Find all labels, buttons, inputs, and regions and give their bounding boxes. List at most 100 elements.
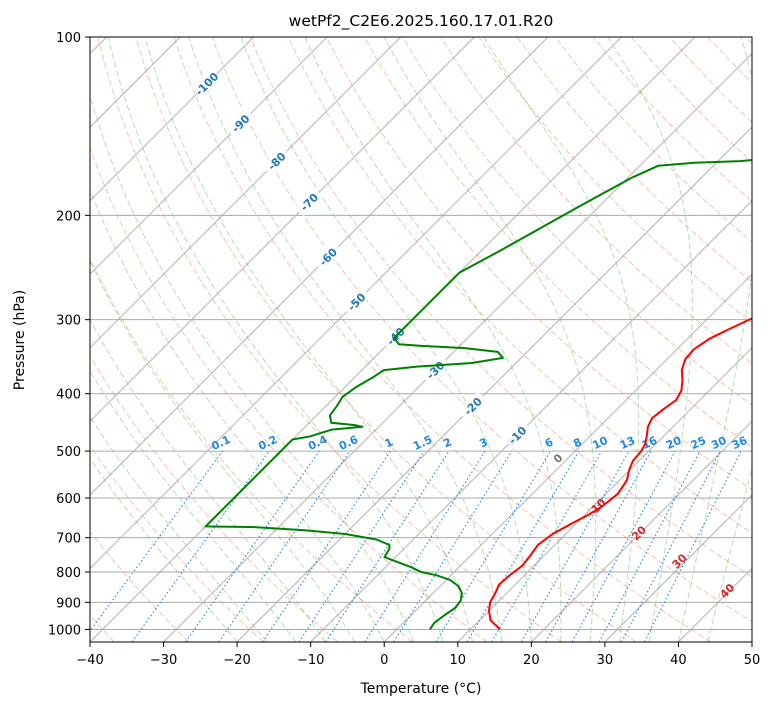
x-tick-label: 20	[523, 653, 540, 668]
mixing-ratio-label: 1.5	[411, 433, 434, 453]
isotherm	[90, 37, 328, 275]
mixing-ratio-line	[545, 450, 652, 642]
x-tick-label: −20	[223, 653, 250, 668]
isotherm	[90, 37, 255, 202]
y-tick-label: 600	[56, 492, 81, 507]
isotherm-label-bg	[225, 108, 255, 138]
moist-adiabat	[483, 37, 640, 642]
mixing-ratio-line	[571, 450, 676, 642]
y-tick-label: 100	[56, 31, 81, 46]
mixing-ratio-label: 13	[618, 434, 637, 452]
dry-adiabat	[325, 37, 752, 491]
isotherm	[90, 37, 475, 423]
isotherm-label-bg	[313, 242, 343, 272]
dry-adiabat	[211, 37, 752, 623]
dry-adiabat	[516, 37, 752, 283]
isotherm	[678, 567, 752, 642]
isotherm	[163, 52, 752, 642]
mixing-ratio-line	[131, 450, 270, 642]
isotherm	[90, 37, 402, 349]
mixing-ratio-label: 30	[709, 434, 729, 452]
mixing-ratio-line	[262, 450, 391, 642]
mixing-ratio-label: 6	[543, 435, 556, 450]
dewpoint-line	[204, 159, 752, 630]
mixing-ratio-label: 25	[689, 434, 708, 452]
x-tick-label: −40	[76, 653, 103, 668]
mixing-ratio-label: 36	[730, 434, 750, 452]
mixing-ratio-label: 3	[477, 435, 489, 450]
x-tick-label: 40	[670, 653, 687, 668]
isotherm	[90, 37, 549, 496]
mixing-ratio-line	[491, 450, 603, 642]
dry-adiabat	[669, 37, 752, 124]
mixing-ratio-line	[325, 450, 450, 642]
moist-adiabat	[383, 37, 597, 642]
plot-frame	[89, 36, 753, 643]
dry-adiabat	[287, 37, 752, 534]
moist-adiabat	[90, 188, 385, 642]
moist-adiabat	[304, 37, 562, 642]
mixing-ratio-line	[520, 450, 630, 642]
moist-adiabat	[240, 37, 532, 642]
mixing-ratio-label: 1	[383, 435, 395, 450]
x-tick-label: 0	[380, 653, 388, 668]
y-tick-label: 1000	[48, 623, 81, 638]
mixing-ratio-line	[90, 450, 223, 632]
mixing-ratio-line	[364, 450, 486, 642]
temperature-line	[488, 317, 752, 631]
moist-adiabat	[677, 37, 752, 642]
mixing-ratio-label: 16	[640, 434, 660, 452]
isotherm-label-bg	[502, 420, 532, 450]
x-tick-label: −10	[297, 653, 324, 668]
isotherm	[530, 420, 752, 642]
isotherm-label-bg	[191, 69, 221, 99]
mixing-ratio-label: 0.6	[337, 433, 360, 453]
mixing-ratio-line	[435, 450, 551, 642]
mixing-ratio-label: 10	[591, 434, 611, 452]
moist-adiabat	[144, 37, 473, 642]
dry-adiabat	[478, 37, 752, 324]
moist-adiabat	[90, 259, 356, 642]
x-axis-title: Temperature (°C)	[360, 681, 482, 697]
isotherm	[236, 126, 752, 642]
isotherm	[457, 347, 752, 642]
isotherm-label-bg	[341, 287, 371, 317]
y-tick-label: 200	[56, 209, 81, 224]
y-tick-label: 900	[56, 596, 81, 611]
isotherm-label: -100	[193, 70, 222, 99]
isotherm-label-bg	[294, 187, 324, 217]
y-tick-label: 700	[56, 532, 81, 547]
moist-adiabat-label: 30	[670, 551, 690, 571]
mixing-ratio-line	[218, 450, 351, 642]
moist-adiabat-label: 0	[551, 451, 566, 466]
mixing-ratio-label: 2	[441, 435, 453, 450]
dry-adiabat	[745, 37, 752, 44]
mixing-ratio-label: 0.2	[256, 433, 279, 453]
moist-adiabat	[90, 369, 297, 642]
moist-adiabat	[90, 457, 238, 642]
mixing-ratio-line	[466, 450, 580, 642]
x-tick-label: 50	[744, 653, 761, 668]
isotherm-label-bg	[420, 355, 450, 385]
y-tick-label: 300	[56, 314, 81, 329]
mixing-ratio-line	[643, 450, 742, 642]
mixing-ratio-line	[185, 450, 320, 642]
x-tick-label: 10	[450, 653, 467, 668]
isotherm	[310, 199, 752, 642]
isotherm-label-bg	[261, 146, 291, 176]
profiles	[204, 159, 752, 631]
y-tick-label: 800	[56, 566, 81, 581]
dry-adiabat	[90, 354, 339, 642]
mixing-ratio-line	[393, 450, 513, 642]
dry-adiabat	[90, 444, 264, 642]
isotherm	[751, 641, 752, 642]
x-tick-label: 30	[597, 653, 614, 668]
dry-adiabat	[90, 530, 189, 642]
moist-adiabat-label: 20	[629, 523, 649, 543]
moist-adiabat	[607, 37, 693, 642]
moist-adiabat	[107, 37, 444, 642]
dry-adiabat	[97, 37, 562, 642]
dry-adiabat	[440, 37, 752, 365]
dry-adiabat	[592, 37, 752, 203]
